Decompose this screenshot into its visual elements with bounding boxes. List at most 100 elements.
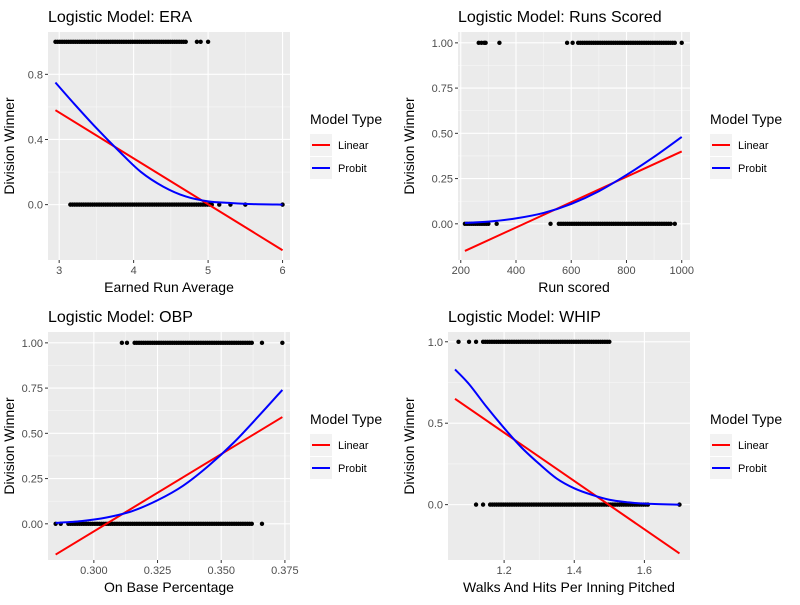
- data-point: [679, 40, 684, 46]
- data-point: [570, 40, 575, 46]
- series-line-linear: [54, 109, 284, 252]
- x-tick-label: 0.325: [144, 565, 172, 577]
- legend: Model Type Linear Probit: [710, 411, 782, 479]
- plot-marks: [53, 39, 285, 252]
- plot-marks: [53, 340, 285, 556]
- chart-title: Logistic Model: WHIP: [448, 309, 601, 326]
- legend: Model Type Linear Probit: [310, 411, 382, 479]
- y-tick-label: 0.75: [22, 383, 43, 395]
- legend-title: Model Type: [310, 111, 382, 127]
- data-point: [466, 339, 472, 344]
- x-axis-title: On Base Percentage: [104, 579, 234, 595]
- y-tick-label: 0.8: [28, 69, 43, 81]
- y-tick-label: 0.25: [432, 174, 453, 186]
- x-tick-label: 4: [131, 265, 137, 277]
- plot-panel: [48, 32, 290, 260]
- y-tick-label: 0.0: [28, 200, 43, 212]
- legend-entry-label: Probit: [738, 463, 767, 475]
- data-point: [198, 39, 203, 44]
- data-point: [564, 40, 570, 46]
- y-tick-label: 0.50: [432, 128, 453, 140]
- y-tick-label: 0.50: [22, 428, 43, 440]
- data-point: [259, 340, 265, 346]
- x-tick-label: 400: [507, 265, 525, 277]
- y-axis-title: Division Winner: [1, 397, 17, 495]
- data-point: [124, 340, 130, 346]
- x-axis-title: Earned Run Average: [104, 279, 234, 295]
- x-tick-label: 800: [617, 265, 635, 277]
- legend-entry-label: Linear: [338, 140, 369, 152]
- y-tick-label: 0.4: [28, 134, 43, 146]
- plot-marks: [454, 339, 682, 555]
- data-point: [480, 502, 486, 507]
- data-point: [456, 339, 461, 344]
- data-point: [249, 521, 254, 527]
- plot-marks: [462, 40, 684, 252]
- data-point: [194, 39, 200, 44]
- x-tick-label: 1.4: [567, 565, 582, 577]
- x-tick-label: 1.2: [496, 565, 511, 577]
- chart-panel-2: Logistic Model: Runs Scored 200 400 600 800 1…: [401, 9, 782, 295]
- y-tick-label: 0.0: [428, 500, 443, 512]
- series-line-linear: [464, 150, 683, 252]
- chart-panel-4: Logistic Model: WHIP 1.2 1.4 1.6 0.0 0.5 1.0 Wa…: [401, 309, 782, 595]
- data-point: [607, 339, 612, 344]
- x-tick-label: 5: [205, 265, 211, 277]
- data-point: [249, 340, 254, 346]
- x-axis-title: Walks And Hits Per Inning Pitched: [463, 579, 675, 595]
- chart-title: Logistic Model: ERA: [48, 9, 192, 26]
- data-point: [259, 521, 265, 527]
- legend-entry-label: Linear: [338, 440, 369, 452]
- series-line-probit: [55, 389, 284, 524]
- x-tick-label: 600: [562, 265, 580, 277]
- data-point: [217, 202, 222, 207]
- chart-panel-3: Logistic Model: OBP 0.300 0.325 0.350 0.375 0…: [1, 309, 382, 595]
- data-point: [473, 339, 479, 344]
- legend-entry-label: Linear: [738, 440, 769, 452]
- y-tick-label: 0.5: [428, 418, 443, 430]
- data-point: [672, 40, 678, 46]
- series-line-linear: [55, 416, 283, 556]
- series-line-linear: [454, 397, 681, 555]
- chart-title: Logistic Model: OBP: [48, 309, 193, 326]
- y-tick-label: 1.00: [432, 38, 453, 50]
- legend-title: Model Type: [710, 111, 782, 127]
- x-tick-label: 3: [56, 265, 62, 277]
- legend-entry-label: Probit: [738, 163, 767, 175]
- x-tick-label: 1000: [669, 265, 693, 277]
- data-point: [548, 221, 553, 227]
- y-tick-label: 1.0: [428, 337, 443, 349]
- data-point: [494, 221, 499, 227]
- y-tick-label: 0.00: [432, 219, 453, 231]
- data-point: [183, 39, 188, 44]
- series-line-probit: [54, 81, 283, 206]
- chart-panel-1: Logistic Model: ERA 3 4 5 6 0.0 0.4 0.8 Earned R…: [1, 9, 382, 295]
- data-point: [119, 340, 125, 346]
- y-axis-title: Division Winner: [401, 97, 417, 195]
- y-tick-label: 0.75: [432, 83, 453, 95]
- data-point: [280, 340, 285, 346]
- legend: Model Type Linear Probit: [310, 111, 382, 179]
- x-tick-label: 200: [452, 265, 470, 277]
- data-point: [672, 221, 678, 227]
- y-tick-label: 0.25: [22, 474, 43, 486]
- x-axis-title: Run scored: [538, 279, 610, 295]
- x-tick-label: 6: [279, 265, 285, 277]
- x-tick-label: 0.375: [271, 565, 299, 577]
- series-line-probit: [454, 368, 680, 506]
- legend-entry-label: Probit: [338, 463, 367, 475]
- plot-panel: [448, 332, 690, 560]
- data-point: [497, 40, 502, 46]
- y-axis-title: Division Winner: [401, 397, 417, 495]
- data-point: [668, 221, 673, 227]
- y-axis-title: Division Winner: [1, 97, 17, 195]
- y-tick-label: 1.00: [22, 338, 43, 350]
- x-tick-label: 0.300: [80, 565, 108, 577]
- legend-title: Model Type: [710, 411, 782, 427]
- series-line-probit: [464, 136, 683, 224]
- x-tick-label: 0.350: [207, 565, 235, 577]
- legend-entry-label: Probit: [338, 163, 367, 175]
- legend-title: Model Type: [310, 411, 382, 427]
